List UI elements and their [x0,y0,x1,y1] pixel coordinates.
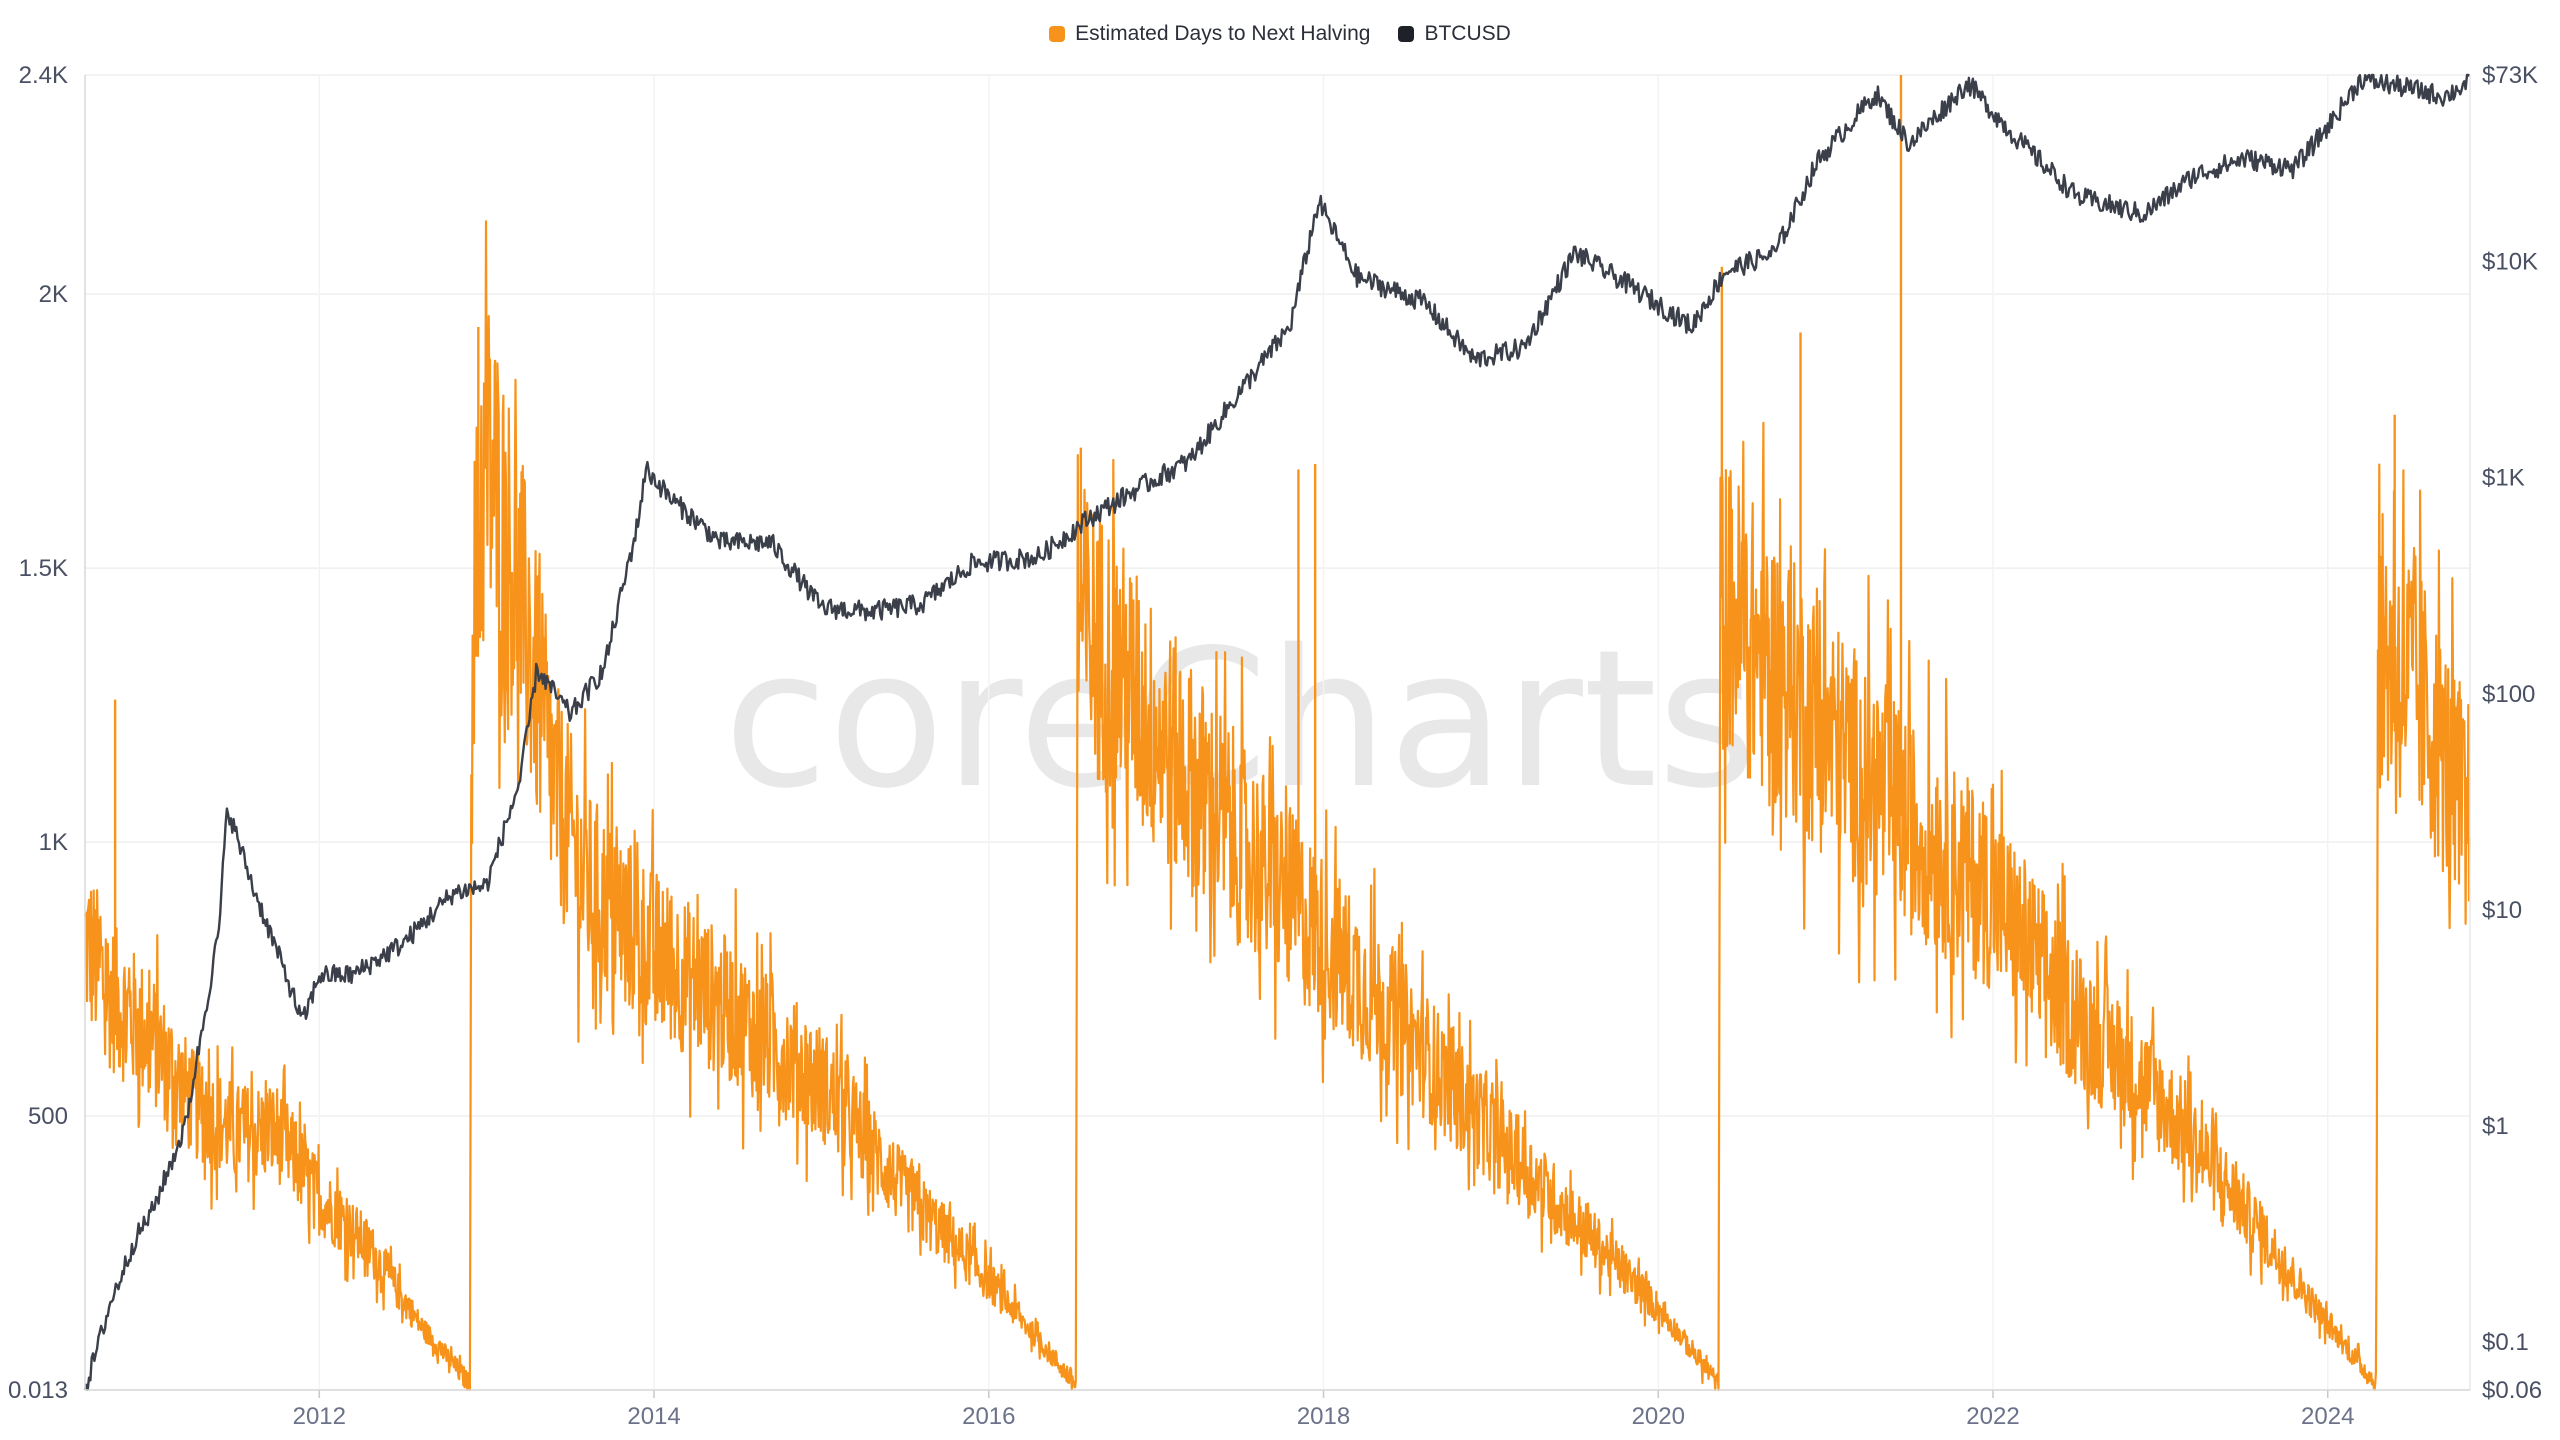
x-tick-label: 2012 [293,1403,346,1430]
y-left-tick-label: 0.013 [8,1377,68,1404]
series-layer [83,73,2471,1392]
x-tick-label: 2022 [1966,1403,2019,1430]
axes: 0.013 500 1K 1.5K 2K 2.4K 2012 2014 2016 2018 2020… [8,62,2542,1430]
legend: Estimated Days to Next Halving BTCUSD [0,22,2560,46]
y-right-tick-label: $10K [2482,249,2538,276]
y-right-tick-label: $1K [2482,465,2525,492]
y-left-tick-label: 1.5K [19,555,68,582]
legend-swatch-halving [1049,26,1066,42]
x-tick-label: 2016 [962,1403,1015,1430]
legend-item-halving[interactable]: Estimated Days to Next Halving [1049,22,1370,46]
y-left-tick-label: 1K [39,829,68,856]
y-left-tick-label: 2.4K [19,62,68,89]
y-right-tick-label: $100 [2482,681,2535,708]
y-left-tick-label: 500 [28,1103,68,1130]
y-right-tick-label: $10 [2482,897,2522,924]
legend-item-btcusd[interactable]: BTCUSD [1398,22,1511,46]
x-tick-label: 2018 [1297,1403,1350,1430]
y-right-tick-label: $0.1 [2482,1329,2529,1356]
legend-swatch-btcusd [1398,26,1415,42]
y-right-tick-label: $73K [2482,62,2538,89]
y-left-tick-label: 2K [39,281,68,308]
legend-label-halving: Estimated Days to Next Halving [1075,22,1371,45]
x-tick-label: 2014 [627,1403,680,1430]
y-right-tick-label: $0.06 [2482,1377,2542,1404]
series-line-btcusd[interactable] [83,73,2471,1391]
legend-label-btcusd: BTCUSD [1424,22,1511,45]
y-right-tick-label: $1 [2482,1113,2509,1140]
x-tick-label: 2024 [2301,1403,2354,1430]
series-line-halving[interactable] [83,220,2471,1392]
x-tick-label: 2020 [1632,1403,1685,1430]
